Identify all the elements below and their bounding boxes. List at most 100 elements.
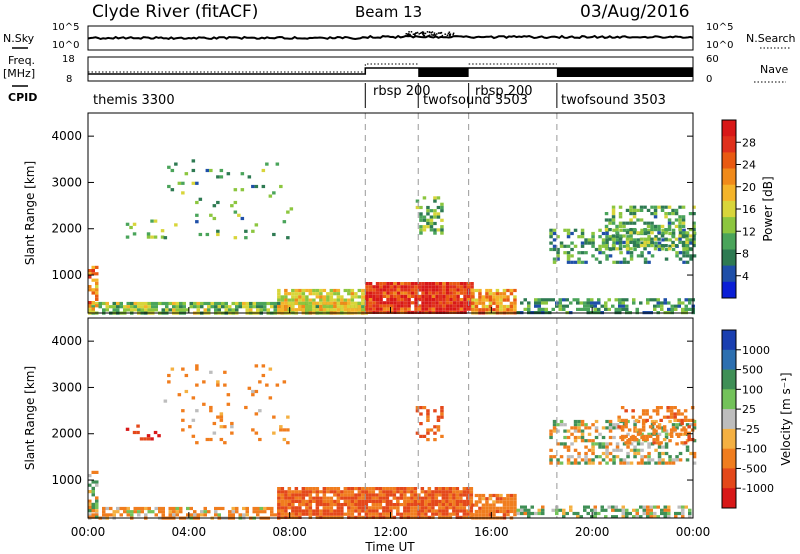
scatter-cell [608,451,613,456]
scatter-cell [600,505,604,509]
scatter-cell [626,260,630,264]
scatter-cell [471,513,475,517]
scatter-cell [277,515,281,519]
scatter-cell [435,298,439,302]
scatter-cell [193,510,197,514]
scatter-cell [158,510,162,514]
scatter-cell [319,304,323,309]
scatter-cell [579,307,583,311]
scatter-cell [655,406,660,410]
scatter-cell [368,515,372,519]
scatter-cell [566,448,571,452]
scatter-cell [212,204,217,208]
scatter-cell [440,415,444,419]
scatter-cell [212,421,217,426]
scatter-cell [386,285,390,289]
scatter-cell [614,508,618,512]
colorbar-swatch [722,488,736,509]
scatter-cell [179,506,183,511]
scatter-cell [618,212,623,216]
scatter-cell [681,505,685,509]
scatter-cell [154,308,158,312]
scatter-cell [88,285,92,289]
scatter-cell [478,493,482,498]
scatter-cell [428,285,432,289]
scatter-cell [168,506,172,511]
scatter-cell [426,221,430,226]
scatter-cell [105,308,109,312]
scatter-cell [191,168,196,173]
scatter-cell [445,503,449,507]
scatter-cell [593,307,597,311]
scatter-cell [611,244,616,248]
scatter-cell [305,490,309,494]
colorbar-swatch [722,184,736,202]
scatter-cell [587,426,592,430]
scatter-cell [172,510,176,514]
scatter-cell [329,506,334,510]
scatter-cell [322,506,327,510]
scatter-cell [625,515,629,519]
scatter-cell [442,310,446,314]
scatter-cell [615,448,620,452]
scatter-cell [622,257,627,261]
scatter-cell [438,294,443,298]
scatter-cell [636,451,641,456]
scatter-cell [273,308,277,312]
scatter-cell [692,254,697,258]
scatter-cell [559,423,564,427]
nsky-point [408,34,410,36]
scatter-cell [357,506,362,510]
scatter-cell [506,506,510,510]
scatter-cell [406,490,411,494]
scatter-cell [378,490,383,494]
scatter-cell [433,215,437,219]
scatter-cell [424,506,428,510]
scatter-cell [216,415,220,419]
scatter-cell [105,506,109,511]
scatter-cell [280,490,285,494]
scatter-cell [688,301,692,305]
scatter-cell [625,240,630,244]
scatter-cell [434,493,439,497]
scatter-cell [88,301,92,305]
scatter-cell [298,288,302,293]
scatter-cell [137,513,141,517]
scatter-cell [379,304,383,308]
scatter-cell [569,301,573,305]
scatter-cell [448,499,453,503]
x-tick-label: 00:00 [71,525,106,539]
scatter-cell [336,487,341,491]
nsky-point [424,32,427,35]
scatter-cell [445,282,450,286]
scatter-cell [570,461,574,465]
scatter-cell [552,260,557,264]
scatter-cell [681,240,686,244]
scatter-cell [661,458,665,462]
scatter-cell [621,515,625,519]
scatter-cell [365,294,369,298]
scatter-cell [347,509,351,513]
scatter-cell [308,499,313,503]
scatter-cell [144,305,148,309]
scatter-cell [678,458,683,462]
velocity-y-label: Slant Range [km] [23,366,37,470]
scatter-cell [549,432,553,436]
scatter-cell [456,288,460,292]
scatter-cell [350,515,355,519]
scatter-cell [417,285,422,289]
scatter-cell [485,509,489,514]
scatter-cell [350,295,355,299]
scatter-cell [622,458,627,462]
scatter-cell [343,496,348,500]
scatter-cell [382,496,386,500]
scatter-cell [382,509,386,513]
scatter-cell [375,515,379,519]
scatter-cell [534,301,538,305]
scatter-cell [431,509,435,513]
scatter-cell [280,298,285,302]
scatter-cell [427,493,432,497]
scatter-cell [378,496,383,500]
scatter-cell [196,308,200,312]
scatter-cell [646,221,651,225]
